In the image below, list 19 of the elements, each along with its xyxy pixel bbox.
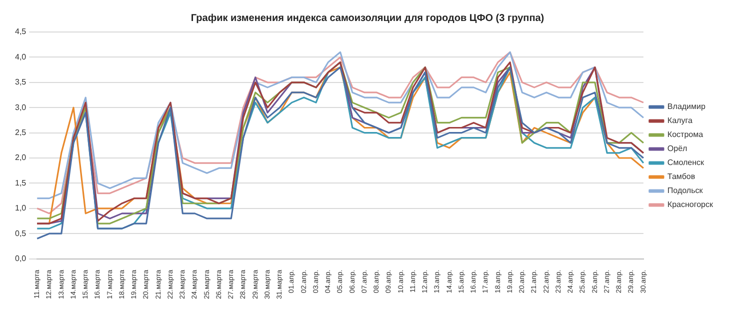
y-tick-label: 1,0 (14, 204, 27, 213)
y-tick-label: 0,0 (14, 254, 27, 264)
legend-label: Владимир (667, 102, 706, 112)
legend-label: Смоленск (667, 158, 705, 168)
y-tick-label: 2,5 (14, 128, 27, 138)
legend-label: Кострома (667, 130, 704, 140)
legend-label: Тамбов (667, 172, 696, 182)
legend-label: Орёл (667, 144, 688, 154)
legend-label: Подольск (667, 186, 704, 196)
chart-title: График изменения индекса самоизоляции для городов ЦФО (3 группа) (190, 12, 544, 24)
y-tick-label: 3,0 (14, 102, 27, 112)
y-tick-label: 3,5 (14, 78, 27, 87)
y-tick-label: 2,0 (14, 153, 27, 162)
y-tick-label: 4,0 (14, 52, 27, 62)
y-tick-label: 4,5 (14, 27, 27, 36)
legend-label: Калуга (667, 116, 693, 126)
y-tick-label: 1,5 (14, 178, 27, 188)
y-tick-label: 0,5 (14, 228, 27, 238)
legend-label: Красногорск (667, 200, 714, 210)
